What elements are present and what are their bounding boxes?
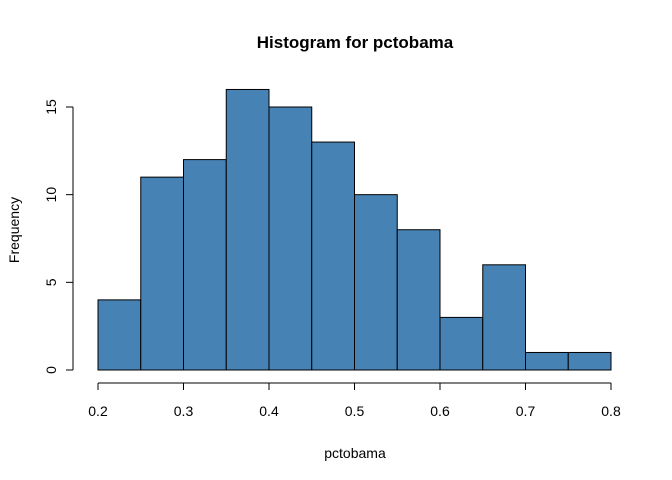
histogram-bar — [183, 159, 227, 371]
x-tick-label: 0.6 — [430, 403, 450, 419]
histogram-bar — [482, 264, 526, 371]
histogram-bar — [268, 106, 313, 371]
y-tick-label: 0 — [43, 366, 59, 374]
y-tick-label: 5 — [43, 278, 59, 286]
x-tick-label: 0.5 — [345, 403, 365, 419]
histogram-bar — [311, 141, 355, 371]
histogram-bar — [140, 176, 184, 371]
x-tick-label: 0.7 — [516, 403, 536, 419]
y-tick-label: 10 — [43, 187, 59, 203]
histogram-bar — [225, 88, 270, 371]
y-axis: 0 5 10 15 — [43, 99, 74, 374]
x-axis: 0.2 0.3 0.4 0.5 0.6 0.7 0.8 — [88, 382, 621, 419]
histogram-bar — [97, 299, 142, 371]
bars-group — [97, 88, 612, 371]
histogram-bar — [354, 194, 398, 371]
x-tick-label: 0.2 — [88, 403, 108, 419]
histogram-bar — [396, 229, 441, 371]
histogram-bar — [567, 351, 612, 371]
x-tick-label: 0.4 — [259, 403, 279, 419]
histogram-bar — [525, 351, 569, 371]
histogram-bar — [439, 316, 484, 371]
x-tick-label: 0.8 — [601, 403, 621, 419]
chart-title: Histogram for pctobama — [257, 33, 454, 52]
y-tick-label: 15 — [43, 99, 59, 115]
x-axis-label: pctobama — [324, 445, 386, 461]
x-tick-label: 0.3 — [174, 403, 194, 419]
y-axis-label: Frequency — [6, 197, 22, 263]
